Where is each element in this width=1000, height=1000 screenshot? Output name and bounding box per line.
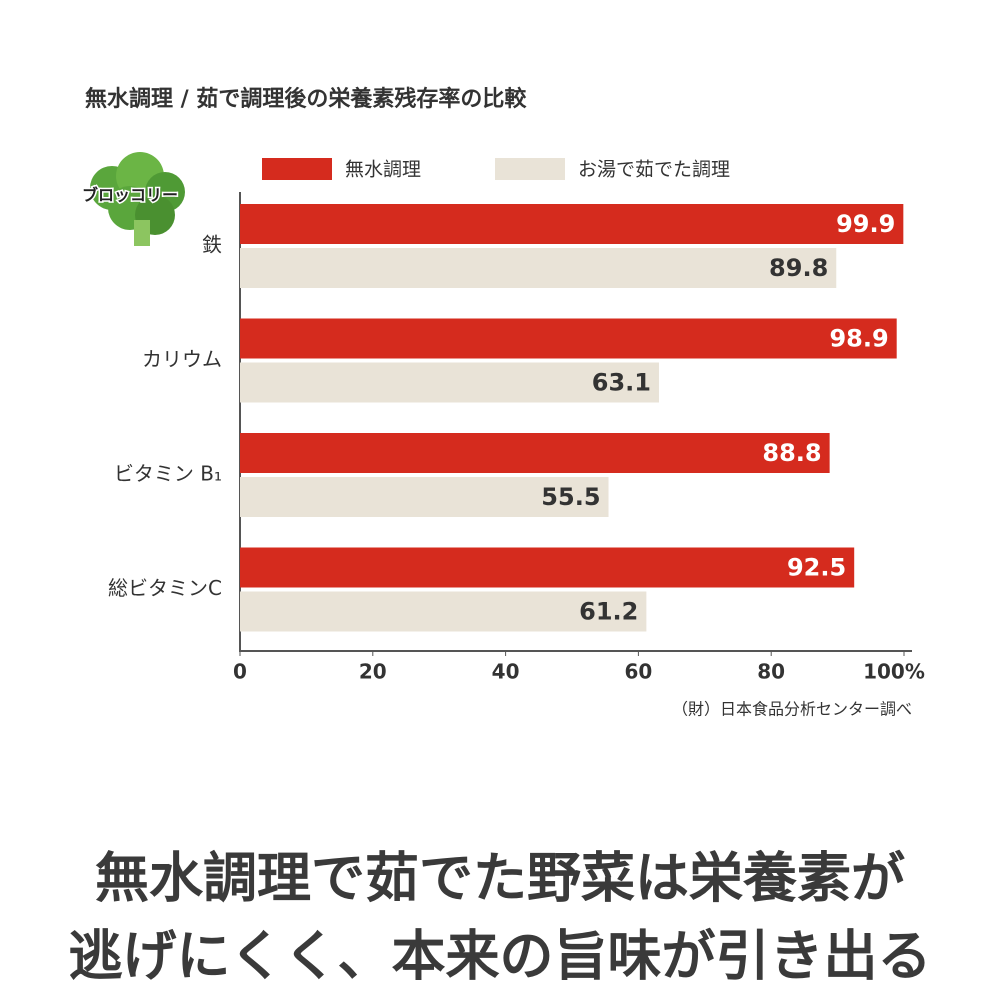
x-tick-label: 40: [492, 660, 520, 684]
x-tick-label: 80: [757, 660, 785, 684]
bar: [240, 248, 837, 288]
x-tick-label: 20: [359, 660, 387, 684]
bar: [240, 477, 609, 517]
y-tick-label: カリウム: [142, 347, 222, 371]
y-tick-label: 鉄: [202, 233, 222, 257]
source-note: （財）日本食品分析センター調べ: [672, 700, 912, 719]
bar: [240, 362, 659, 403]
legend-label: 無水調理: [345, 159, 421, 181]
bar: [240, 591, 647, 632]
chart-title: 無水調理 / 茹で調理後の栄養素残存率の比較: [85, 86, 527, 112]
item-label: ブロッコリー: [82, 186, 178, 205]
caption-line: 逃げにくく、本来の旨味が引き出る: [69, 925, 932, 988]
bar: [240, 204, 904, 244]
legend-swatch: [262, 158, 332, 180]
value-label: 88.8: [762, 439, 821, 467]
legend-swatch: [495, 158, 565, 180]
value-label: 99.9: [836, 210, 895, 238]
bar: [240, 318, 897, 359]
legend-label: お湯で茹でた調理: [578, 159, 730, 181]
x-tick-label: 0: [233, 660, 247, 684]
value-label: 89.8: [769, 254, 828, 282]
value-label: 98.9: [829, 325, 888, 353]
bar: [240, 433, 830, 473]
x-tick-label: 100%: [863, 660, 925, 684]
value-label: 61.2: [579, 598, 638, 626]
broccoli-icon: [90, 152, 185, 246]
x-tick-label: 60: [624, 660, 652, 684]
y-tick-label: ビタミン B₁: [114, 462, 222, 486]
value-label: 55.5: [541, 483, 600, 511]
y-tick-label: 総ビタミンC: [108, 576, 222, 600]
caption-line: 無水調理で茹でた野菜は栄養素が: [95, 847, 905, 910]
value-label: 92.5: [787, 554, 846, 582]
value-label: 63.1: [592, 369, 651, 397]
bar: [240, 547, 855, 588]
